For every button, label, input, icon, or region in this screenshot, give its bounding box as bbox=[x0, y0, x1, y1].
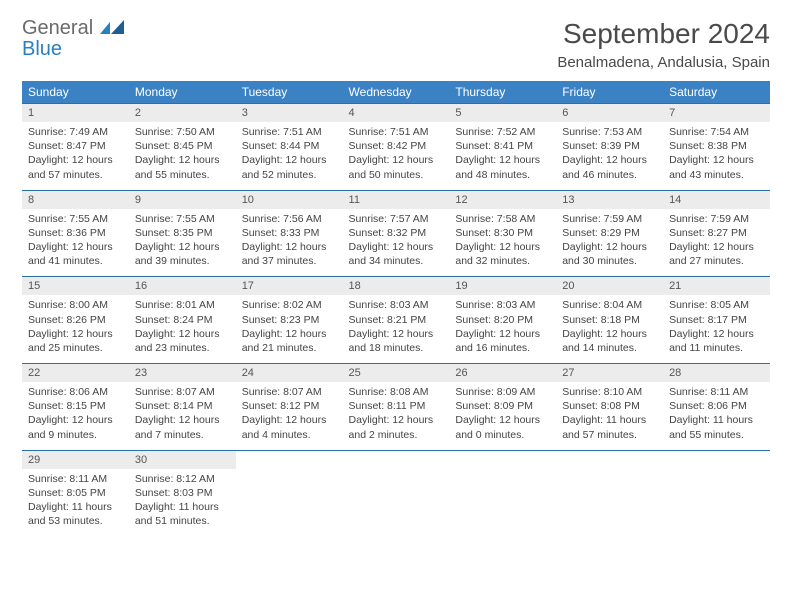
day-detail: Sunrise: 8:00 AMSunset: 8:26 PMDaylight:… bbox=[22, 295, 129, 363]
day-header: Thursday bbox=[449, 81, 556, 104]
day-detail bbox=[343, 469, 450, 537]
day-detail: Sunrise: 8:10 AMSunset: 8:08 PMDaylight:… bbox=[556, 382, 663, 450]
day-header: Tuesday bbox=[236, 81, 343, 104]
day-detail bbox=[663, 469, 770, 537]
day-number: 10 bbox=[236, 190, 343, 209]
day-detail: Sunrise: 7:59 AMSunset: 8:27 PMDaylight:… bbox=[663, 209, 770, 277]
day-header: Friday bbox=[556, 81, 663, 104]
day-detail: Sunrise: 8:01 AMSunset: 8:24 PMDaylight:… bbox=[129, 295, 236, 363]
day-number: 4 bbox=[343, 104, 450, 123]
logo-mark-icon bbox=[100, 20, 124, 39]
day-number: 29 bbox=[22, 450, 129, 469]
day-detail: Sunrise: 7:59 AMSunset: 8:29 PMDaylight:… bbox=[556, 209, 663, 277]
day-number: 21 bbox=[663, 277, 770, 296]
day-detail: Sunrise: 8:07 AMSunset: 8:12 PMDaylight:… bbox=[236, 382, 343, 450]
day-detail: Sunrise: 8:07 AMSunset: 8:14 PMDaylight:… bbox=[129, 382, 236, 450]
day-detail: Sunrise: 7:49 AMSunset: 8:47 PMDaylight:… bbox=[22, 122, 129, 190]
calendar-body: 1234567Sunrise: 7:49 AMSunset: 8:47 PMDa… bbox=[22, 104, 770, 537]
day-number: 19 bbox=[449, 277, 556, 296]
day-detail: Sunrise: 8:04 AMSunset: 8:18 PMDaylight:… bbox=[556, 295, 663, 363]
day-number: 14 bbox=[663, 190, 770, 209]
day-detail: Sunrise: 7:55 AMSunset: 8:35 PMDaylight:… bbox=[129, 209, 236, 277]
day-detail: Sunrise: 8:12 AMSunset: 8:03 PMDaylight:… bbox=[129, 469, 236, 537]
day-number: 25 bbox=[343, 364, 450, 383]
logo-line2: Blue bbox=[22, 38, 62, 60]
day-number: 3 bbox=[236, 104, 343, 123]
day-detail: Sunrise: 8:11 AMSunset: 8:06 PMDaylight:… bbox=[663, 382, 770, 450]
day-number: 12 bbox=[449, 190, 556, 209]
week-detail-row: Sunrise: 7:55 AMSunset: 8:36 PMDaylight:… bbox=[22, 209, 770, 277]
calendar-table: SundayMondayTuesdayWednesdayThursdayFrid… bbox=[22, 81, 770, 536]
logo-text-block: General Blue bbox=[22, 18, 124, 60]
week-detail-row: Sunrise: 8:11 AMSunset: 8:05 PMDaylight:… bbox=[22, 469, 770, 537]
week-number-row: 2930 bbox=[22, 450, 770, 469]
day-number: 18 bbox=[343, 277, 450, 296]
day-number: 27 bbox=[556, 364, 663, 383]
week-number-row: 15161718192021 bbox=[22, 277, 770, 296]
day-detail bbox=[556, 469, 663, 537]
day-detail: Sunrise: 7:51 AMSunset: 8:42 PMDaylight:… bbox=[343, 122, 450, 190]
week-detail-row: Sunrise: 8:00 AMSunset: 8:26 PMDaylight:… bbox=[22, 295, 770, 363]
day-header-row: SundayMondayTuesdayWednesdayThursdayFrid… bbox=[22, 81, 770, 104]
day-number: 16 bbox=[129, 277, 236, 296]
logo-line1: General bbox=[22, 17, 93, 39]
day-number bbox=[236, 450, 343, 469]
day-number: 11 bbox=[343, 190, 450, 209]
week-number-row: 22232425262728 bbox=[22, 364, 770, 383]
day-header: Monday bbox=[129, 81, 236, 104]
logo: General Blue bbox=[22, 18, 124, 60]
day-detail: Sunrise: 7:58 AMSunset: 8:30 PMDaylight:… bbox=[449, 209, 556, 277]
day-detail: Sunrise: 7:57 AMSunset: 8:32 PMDaylight:… bbox=[343, 209, 450, 277]
day-number: 7 bbox=[663, 104, 770, 123]
day-header: Saturday bbox=[663, 81, 770, 104]
day-detail: Sunrise: 7:51 AMSunset: 8:44 PMDaylight:… bbox=[236, 122, 343, 190]
location-text: Benalmadena, Andalusia, Spain bbox=[557, 54, 770, 71]
title-block: September 2024 Benalmadena, Andalusia, S… bbox=[557, 18, 770, 71]
day-number bbox=[556, 450, 663, 469]
day-detail bbox=[236, 469, 343, 537]
day-number: 2 bbox=[129, 104, 236, 123]
day-detail: Sunrise: 8:02 AMSunset: 8:23 PMDaylight:… bbox=[236, 295, 343, 363]
day-detail: Sunrise: 7:55 AMSunset: 8:36 PMDaylight:… bbox=[22, 209, 129, 277]
day-number: 13 bbox=[556, 190, 663, 209]
day-number bbox=[663, 450, 770, 469]
day-detail: Sunrise: 8:05 AMSunset: 8:17 PMDaylight:… bbox=[663, 295, 770, 363]
week-detail-row: Sunrise: 7:49 AMSunset: 8:47 PMDaylight:… bbox=[22, 122, 770, 190]
day-detail: Sunrise: 8:09 AMSunset: 8:09 PMDaylight:… bbox=[449, 382, 556, 450]
day-number: 5 bbox=[449, 104, 556, 123]
day-detail: Sunrise: 8:03 AMSunset: 8:20 PMDaylight:… bbox=[449, 295, 556, 363]
day-number: 28 bbox=[663, 364, 770, 383]
day-detail bbox=[449, 469, 556, 537]
day-number bbox=[449, 450, 556, 469]
week-number-row: 1234567 bbox=[22, 104, 770, 123]
day-number bbox=[343, 450, 450, 469]
day-number: 8 bbox=[22, 190, 129, 209]
day-header: Wednesday bbox=[343, 81, 450, 104]
day-number: 30 bbox=[129, 450, 236, 469]
day-detail: Sunrise: 8:06 AMSunset: 8:15 PMDaylight:… bbox=[22, 382, 129, 450]
week-number-row: 891011121314 bbox=[22, 190, 770, 209]
day-detail: Sunrise: 8:03 AMSunset: 8:21 PMDaylight:… bbox=[343, 295, 450, 363]
day-number: 1 bbox=[22, 104, 129, 123]
day-number: 6 bbox=[556, 104, 663, 123]
week-detail-row: Sunrise: 8:06 AMSunset: 8:15 PMDaylight:… bbox=[22, 382, 770, 450]
day-number: 26 bbox=[449, 364, 556, 383]
day-number: 9 bbox=[129, 190, 236, 209]
day-header: Sunday bbox=[22, 81, 129, 104]
day-detail: Sunrise: 8:08 AMSunset: 8:11 PMDaylight:… bbox=[343, 382, 450, 450]
day-detail: Sunrise: 7:50 AMSunset: 8:45 PMDaylight:… bbox=[129, 122, 236, 190]
month-title: September 2024 bbox=[557, 18, 770, 50]
header: General Blue September 2024 Benalmadena,… bbox=[22, 18, 770, 71]
day-detail: Sunrise: 7:53 AMSunset: 8:39 PMDaylight:… bbox=[556, 122, 663, 190]
day-number: 20 bbox=[556, 277, 663, 296]
day-number: 15 bbox=[22, 277, 129, 296]
day-number: 22 bbox=[22, 364, 129, 383]
day-detail: Sunrise: 7:52 AMSunset: 8:41 PMDaylight:… bbox=[449, 122, 556, 190]
day-detail: Sunrise: 7:54 AMSunset: 8:38 PMDaylight:… bbox=[663, 122, 770, 190]
day-number: 24 bbox=[236, 364, 343, 383]
day-detail: Sunrise: 7:56 AMSunset: 8:33 PMDaylight:… bbox=[236, 209, 343, 277]
day-number: 17 bbox=[236, 277, 343, 296]
day-detail: Sunrise: 8:11 AMSunset: 8:05 PMDaylight:… bbox=[22, 469, 129, 537]
day-number: 23 bbox=[129, 364, 236, 383]
